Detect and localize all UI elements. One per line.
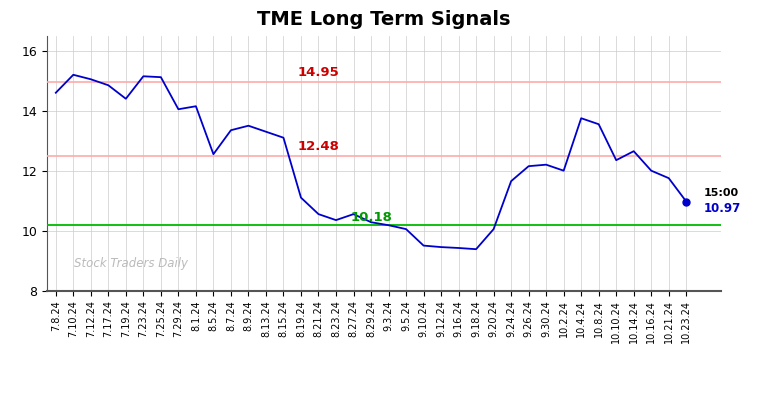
Text: 15:00: 15:00 xyxy=(704,188,739,198)
Text: 10.97: 10.97 xyxy=(704,202,741,215)
Text: 12.48: 12.48 xyxy=(298,140,339,153)
Text: Stock Traders Daily: Stock Traders Daily xyxy=(74,257,188,270)
Text: 10.18: 10.18 xyxy=(350,211,392,224)
Text: 14.95: 14.95 xyxy=(298,66,339,79)
Title: TME Long Term Signals: TME Long Term Signals xyxy=(257,10,511,29)
